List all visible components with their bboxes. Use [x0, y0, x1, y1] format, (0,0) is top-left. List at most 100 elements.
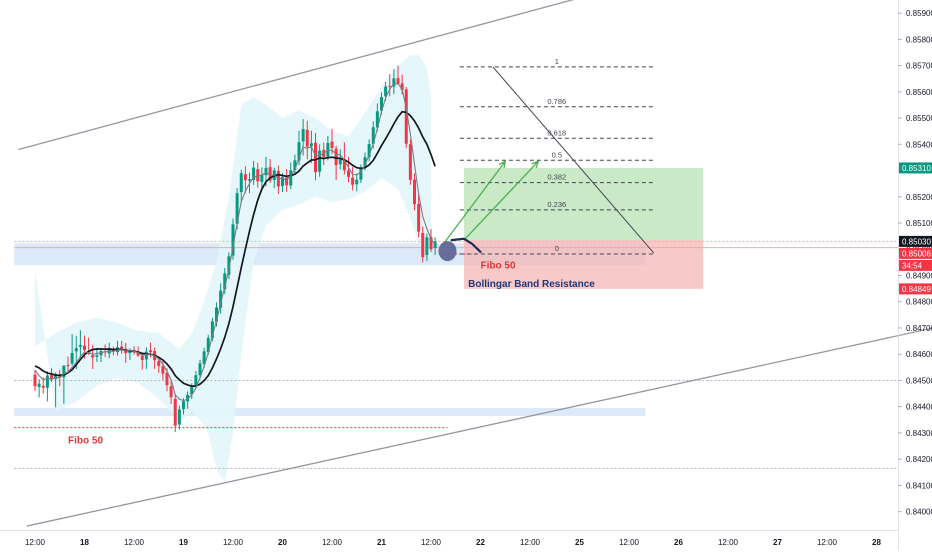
price-badge[interactable]: 0.85310 — [899, 162, 932, 173]
price-badge-label: 34:54 — [902, 261, 923, 270]
candle-body — [34, 375, 37, 387]
time-tick-label: 12:00 — [718, 538, 739, 547]
time-tick-label: 12:00 — [124, 538, 145, 547]
candle-body — [326, 143, 329, 157]
candle-body — [314, 143, 317, 172]
annotation-text: Fibo 50 — [481, 260, 516, 271]
candle-body — [75, 348, 78, 351]
annotation-text: Fibo 50 — [68, 435, 103, 446]
candle-body — [149, 350, 152, 352]
candle-body — [38, 384, 41, 387]
fib-level-label: 0.382 — [547, 173, 566, 182]
candle-body — [306, 130, 309, 147]
candle-body — [157, 361, 160, 366]
time-tick-label: 22 — [476, 538, 485, 547]
price-badge-label: 0.84849 — [902, 285, 931, 294]
time-tick-label: 18 — [80, 538, 89, 547]
candle-body — [397, 78, 400, 84]
price-badge[interactable]: 0.84849 — [899, 283, 932, 294]
time-tick-label: 12:00 — [619, 538, 640, 547]
candle-body — [170, 386, 173, 397]
time-tick-label: 12:00 — [817, 538, 838, 547]
time-tick-label: 26 — [674, 538, 683, 547]
candle-body — [256, 169, 259, 181]
candle-body — [182, 401, 185, 409]
time-tick-label: 12:00 — [25, 538, 46, 547]
candle-body — [409, 144, 412, 180]
time-tick-label: 25 — [575, 538, 584, 547]
price-badge-label: 0.85310 — [902, 164, 931, 173]
annotation-text: Bollingar Band Resistance — [468, 279, 595, 290]
price-badge[interactable]: 0.85030 — [899, 236, 932, 247]
candle-body — [265, 168, 268, 175]
candle-body — [120, 347, 123, 349]
candle-body — [289, 170, 292, 185]
time-tick-label: 21 — [377, 538, 386, 547]
candle-body — [178, 410, 181, 425]
candle-body — [425, 237, 428, 255]
candle-body — [318, 151, 321, 172]
time-tick-label: 12:00 — [421, 538, 442, 547]
candle-body — [174, 399, 177, 426]
candle-body — [388, 86, 391, 87]
candle-body — [347, 171, 350, 177]
candle-body — [46, 375, 49, 387]
candle-body — [240, 173, 243, 192]
circle-marker[interactable] — [439, 241, 457, 261]
time-tick-label: 20 — [278, 538, 287, 547]
price-badge-label: 0.85006 — [902, 249, 931, 258]
fib-level-label: 0.5 — [552, 150, 562, 159]
candle-body — [161, 366, 164, 373]
fib-level-label: 0 — [555, 244, 559, 253]
fib-level-label: 0.236 — [547, 200, 566, 209]
candle-body — [95, 355, 98, 357]
candle[interactable] — [409, 139, 412, 184]
zone-2 — [464, 168, 703, 240]
candle-body — [302, 129, 305, 141]
candle-body — [83, 346, 86, 350]
candle-body — [141, 356, 144, 360]
candle-body — [42, 386, 45, 388]
candle-body — [421, 233, 424, 257]
time-tick-label: 27 — [773, 538, 782, 547]
candle-body — [310, 143, 313, 146]
candle-body — [248, 179, 251, 180]
time-tick-label: 28 — [872, 538, 881, 547]
candle-body — [417, 204, 420, 232]
candle-body — [351, 178, 354, 185]
candle-body — [194, 375, 197, 385]
candle-body — [67, 365, 70, 366]
candle-body — [413, 179, 416, 204]
price-badge[interactable]: 34:54 — [899, 260, 932, 271]
time-tick-label: 19 — [179, 538, 188, 547]
candle-body — [79, 345, 82, 347]
price-badge[interactable]: 0.85006 — [899, 248, 932, 259]
candle-body — [355, 180, 358, 184]
time-tick-label: 12:00 — [520, 538, 541, 547]
candle-body — [244, 174, 247, 180]
candle-body — [71, 353, 74, 364]
time-tick-label: 12:00 — [322, 538, 343, 547]
candle-body — [335, 149, 338, 165]
fib-level-label: 0.786 — [547, 97, 566, 106]
time-tick-label: 12:00 — [223, 538, 244, 547]
